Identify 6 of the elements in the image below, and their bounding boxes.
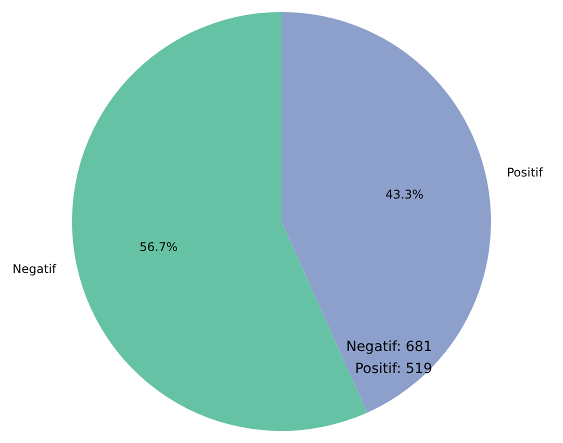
data-label: 56.7% <box>140 240 178 254</box>
text: Positif: 519 <box>354 360 432 377</box>
slice-label: Negatif <box>12 262 57 276</box>
slice-label: Positif <box>506 165 544 180</box>
text: Negatif: 681 <box>346 338 432 355</box>
data-label: 43.3% <box>385 187 424 202</box>
